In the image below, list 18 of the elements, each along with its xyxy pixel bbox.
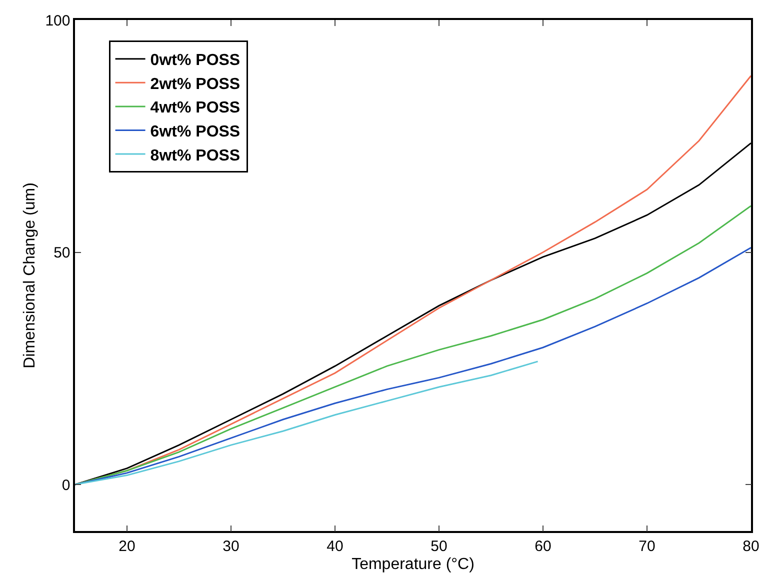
legend-label: 6wt% POSS — [150, 123, 240, 140]
x-tick-label: 50 — [430, 538, 448, 555]
y-tick-label: 0 — [62, 476, 70, 494]
x-tick-label: 40 — [326, 538, 344, 555]
y-axis-title: Dimensional Change (um) — [22, 182, 39, 368]
x-tick-label: 60 — [534, 538, 552, 555]
legend-label: 0wt% POSS — [150, 52, 240, 70]
x-tick-label: 30 — [222, 538, 240, 555]
line-series — [75, 360, 539, 486]
legend-label: 4wt% POSS — [150, 100, 240, 117]
x-axis-title: Temperature (°C) — [352, 556, 474, 573]
y-tick-label: 50 — [54, 244, 70, 262]
legend-label: 2wt% POSS — [150, 76, 240, 93]
y-tick-label: 100 — [45, 12, 70, 30]
x-tick-label: 20 — [118, 538, 136, 555]
x-tick-label: 70 — [638, 538, 656, 555]
legend-label: 8wt% POSS — [150, 147, 240, 164]
x-tick-label: 80 — [742, 538, 760, 555]
